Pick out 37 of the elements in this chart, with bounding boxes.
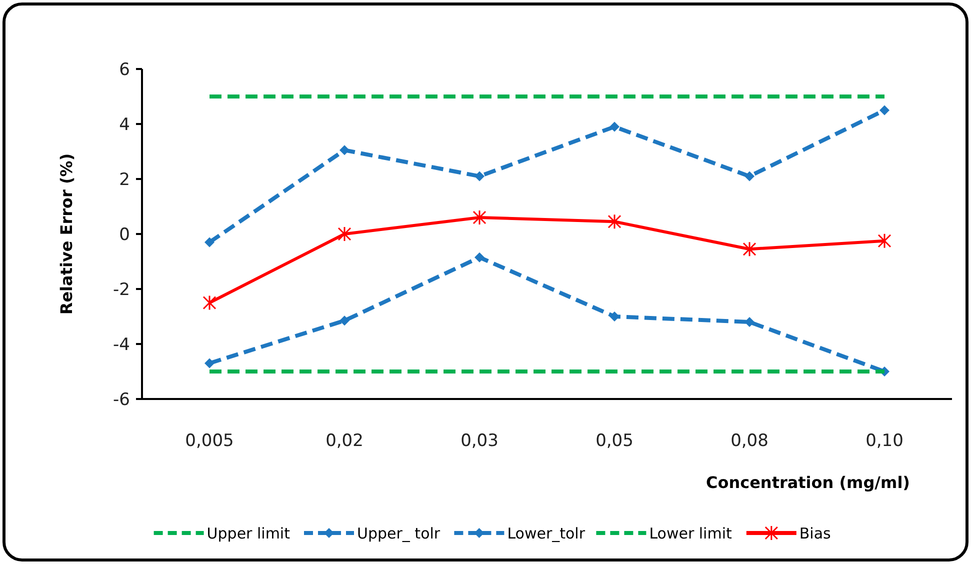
y-tick-label: 6 — [119, 60, 130, 80]
point — [472, 210, 486, 226]
point — [610, 312, 620, 322]
legend-label: Lower_tolr — [507, 524, 586, 542]
legend-label: Bias — [799, 524, 832, 542]
legend-label: Upper_ tolr — [357, 524, 441, 542]
y-tick-label: 0 — [119, 224, 130, 245]
point — [610, 122, 620, 132]
x-tick-label: 0,05 — [596, 431, 634, 451]
x-tick-label: 0,005 — [185, 431, 234, 451]
y-tick-label: 4 — [119, 114, 130, 135]
point — [744, 171, 754, 182]
point — [204, 358, 214, 368]
point — [338, 226, 352, 242]
y-tick-label: -6 — [113, 390, 130, 410]
y-tick-label: -2 — [113, 280, 130, 300]
point — [340, 145, 350, 156]
point — [742, 241, 756, 257]
point — [202, 295, 216, 310]
point — [608, 214, 622, 230]
y-axis-title: Relative Error (%) — [57, 153, 76, 315]
x-tick-label: 0,08 — [730, 431, 768, 451]
x-tick-label: 0,10 — [866, 431, 904, 451]
y-tick-label: 2 — [119, 170, 130, 190]
x-axis-title: Concentration (mg/ml) — [706, 473, 910, 492]
point — [340, 316, 350, 326]
point — [878, 233, 892, 249]
legend-label: Upper limit — [206, 524, 290, 542]
point — [744, 317, 754, 327]
point — [204, 237, 214, 248]
point — [474, 252, 484, 262]
legend-label: Lower limit — [649, 524, 732, 542]
y-tick-label: -4 — [113, 334, 130, 355]
point — [474, 171, 484, 182]
x-tick-label: 0,02 — [326, 431, 364, 451]
x-tick-label: 0,03 — [460, 431, 498, 451]
point — [880, 105, 890, 116]
